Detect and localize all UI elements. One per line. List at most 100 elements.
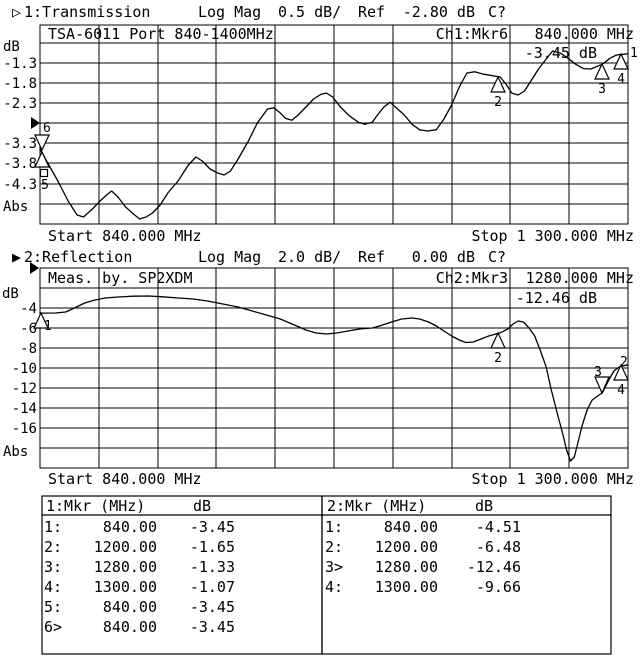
mkr-num: 5: [44, 598, 62, 616]
ch2-ref-value: 0.00 dB [412, 248, 475, 266]
ch2-marker1-number: 1 [44, 319, 52, 334]
mkr-num: 1: [325, 518, 343, 536]
mkr-num: 1: [44, 518, 62, 536]
ch1-channel-indicator-icon: ▷ [12, 3, 21, 21]
table2-row: 2: 1200.00 -6.48 [325, 538, 521, 556]
mkr-db: -3.45 [190, 618, 235, 636]
mkr-db: -9.66 [476, 578, 521, 596]
mkr-num: 2: [44, 538, 62, 556]
ch2-y-axis: dB -4 -6 -8 -10 -12 -14 -16 Abs [2, 286, 37, 460]
ch1-ref-value: -2.80 dB [403, 3, 475, 21]
table2-title: 2:Mkr (MHz) [327, 497, 426, 515]
ch2-format: Log Mag [198, 248, 261, 266]
mkr-freq: 1280.00 [94, 558, 157, 576]
ch1-y-floor-label: Abs [3, 199, 28, 215]
ch2-grid [39, 267, 629, 469]
ch2-scale-per-div: 2.0 dB/ [278, 248, 341, 266]
ch1-marker4-number: 4 [617, 72, 625, 87]
ch1-ref-level-indicator-icon [31, 117, 40, 129]
ch2-y-tick: -16 [12, 421, 37, 437]
table2-row: 3> 1280.00 -12.46 [325, 558, 521, 576]
ch1-device-label: TSA-6011 Port 840-1400MHz [48, 25, 274, 43]
mkr-db: -3.45 [190, 518, 235, 536]
ch1-y-tick: -2.3 [3, 96, 37, 112]
mkr-db: -3.45 [190, 598, 235, 616]
ch2-y-tick: -8 [20, 341, 37, 357]
ch2-y-unit: dB [2, 286, 19, 302]
ch1-marker3-icon [594, 62, 610, 80]
ch1-marker3-number: 3 [598, 82, 606, 97]
ch2-y-tick: -10 [12, 361, 37, 377]
ch2-ref-label: Ref [358, 248, 385, 266]
mkr-freq: 840.00 [384, 518, 438, 536]
ch1-trace-id-label: 1 [630, 46, 638, 61]
ch2-operator-label: Meas. by. SP2XDM [48, 269, 193, 287]
mkr-db: -4.51 [476, 518, 521, 536]
ch1-y-tick: -1.3 [3, 56, 37, 72]
ch2-markers: 1 2 3 4 2 [30, 262, 629, 398]
ch2-active-marker-value: -12.46 dB [516, 289, 597, 307]
table1-unit-header: dB [193, 497, 211, 515]
ch2-trace-name: 2:Reflection [24, 248, 132, 266]
mkr-freq: 840.00 [103, 518, 157, 536]
channel1-chart: ▷ 1:Transmission Log Mag 0.5 dB/ Ref -2.… [3, 3, 638, 245]
channel2-chart: ▶ 2:Reflection Log Mag 2.0 dB/ Ref 0.00 … [2, 248, 634, 488]
mkr-freq: 840.00 [103, 598, 157, 616]
ch2-cal-status: C? [488, 248, 506, 266]
mkr-db: -1.07 [190, 578, 235, 596]
table1-row: 6> 840.00 -3.45 [44, 618, 235, 636]
ch1-cal-status: C? [488, 3, 506, 21]
ch1-y-tick: -3.3 [3, 136, 37, 152]
ch1-marker2-icon [490, 75, 506, 93]
mkr-num: 4: [44, 578, 62, 596]
ch2-marker1-icon [33, 311, 49, 329]
marker-table-ch1: 1:Mkr (MHz) dB 1: 840.00 -3.45 2: 1200.0… [41, 495, 323, 655]
mkr-num: 6> [44, 618, 62, 636]
ch1-title-line: ▷ 1:Transmission Log Mag 0.5 dB/ Ref -2.… [12, 3, 506, 21]
table1-title: 1:Mkr (MHz) [46, 497, 145, 515]
table1-row: 3: 1280.00 -1.33 [44, 558, 235, 576]
marker-table-ch2: 2:Mkr (MHz) dB 1: 840.00 -4.51 2: 1200.0… [321, 495, 612, 655]
mkr-freq: 1280.00 [375, 558, 438, 576]
ch2-y-tick: -14 [12, 401, 37, 417]
ch1-scale-per-div: 0.5 dB/ [278, 3, 341, 21]
ch2-stop-freq: Stop 1 300.000 MHz [471, 470, 634, 488]
mkr-num: 3: [44, 558, 62, 576]
mkr-num: 4: [325, 578, 343, 596]
ch2-marker4-number: 4 [617, 383, 625, 398]
mkr-freq: 840.00 [103, 618, 157, 636]
ch1-y-tick: -3.8 [3, 156, 37, 172]
mkr-db: -1.65 [190, 538, 235, 556]
mkr-db: -6.48 [476, 538, 521, 556]
table2-row: 1: 840.00 -4.51 [325, 518, 521, 536]
ch1-start-freq: Start 840.000 MHz [48, 227, 202, 245]
ch1-format: Log Mag [198, 3, 261, 21]
ch1-y-unit: dB [3, 39, 20, 55]
ch1-active-marker-freq: 840.000 MHz [535, 25, 634, 43]
ch1-y-tick: -4.3 [3, 177, 37, 193]
mkr-freq: 1200.00 [94, 538, 157, 556]
ch1-marker1-icon [34, 150, 50, 168]
mkr-freq: 1300.00 [375, 578, 438, 596]
mkr-num: 2: [325, 538, 343, 556]
ch1-grid [39, 24, 629, 225]
ch2-marker2-icon [490, 331, 506, 349]
ch2-reflection-trace [39, 295, 629, 462]
ch1-ref-label: Ref [358, 3, 385, 21]
ch2-channel-indicator-icon: ▶ [12, 248, 21, 266]
table2-row: 4: 1300.00 -9.66 [325, 578, 521, 596]
ch1-transmission-trace [39, 50, 629, 220]
ch1-y-axis: dB -1.3 -1.8 -2.3 -3.3 -3.8 -4.3 Abs [3, 39, 37, 215]
ch2-trace-id-label: 2 [620, 355, 628, 370]
ch1-markers: 6 5 2 3 4 1 [31, 46, 638, 193]
ch1-marker6-number: 6 [43, 121, 51, 136]
ch2-y-tick: -6 [20, 321, 37, 337]
mkr-db: -1.33 [190, 558, 235, 576]
table1-row: 1: 840.00 -3.45 [44, 518, 235, 536]
table1-row: 2: 1200.00 -1.65 [44, 538, 235, 556]
mkr-db: -12.46 [467, 558, 521, 576]
ch2-ref-level-indicator-icon [30, 262, 39, 274]
ch1-active-marker-icon [34, 134, 50, 152]
ch1-stop-freq: Stop 1 300.000 MHz [471, 227, 634, 245]
ch2-y-tick: -4 [20, 301, 37, 317]
